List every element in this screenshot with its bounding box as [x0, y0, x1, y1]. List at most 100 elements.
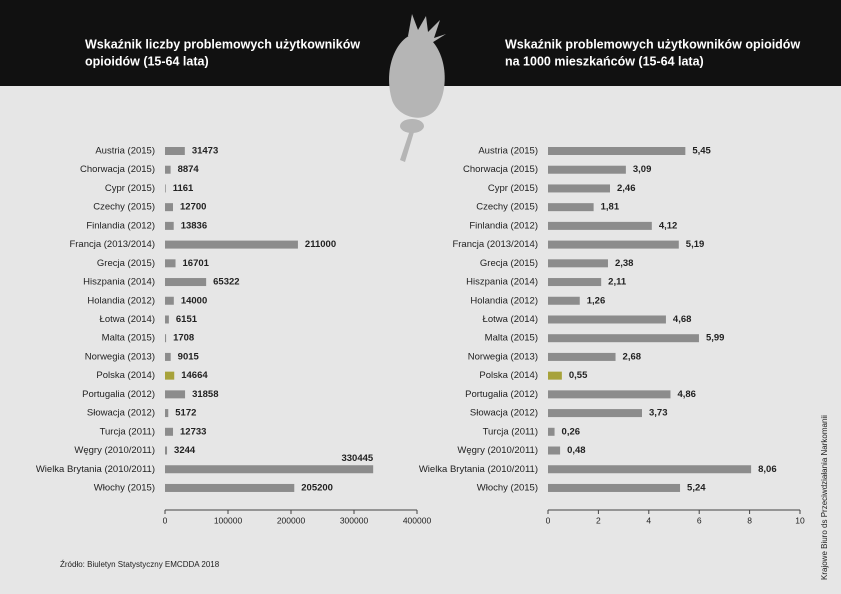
bar	[548, 278, 602, 287]
y-tick-label: Austria (2015)	[95, 146, 155, 157]
y-tick-label: Norwegia (2013)	[85, 351, 155, 362]
bar	[165, 259, 176, 268]
bar	[165, 352, 171, 361]
value-label: 12733	[180, 426, 206, 437]
value-label: 3244	[174, 445, 196, 456]
bar	[165, 315, 169, 324]
y-tick-label: Węgry (2010/2011)	[457, 445, 538, 456]
value-label: 14000	[181, 295, 207, 306]
bar	[548, 483, 681, 492]
bar	[165, 296, 174, 305]
value-label: 1,81	[601, 202, 620, 213]
value-label: 1,26	[587, 295, 606, 306]
value-label: 5172	[175, 408, 196, 419]
value-label: 31858	[192, 389, 218, 400]
value-label: 2,68	[623, 351, 642, 362]
y-tick-label: Francja (2013/2014)	[452, 239, 538, 250]
value-label: 2,38	[615, 258, 634, 269]
x-tick-label: 0	[546, 515, 551, 525]
value-label: 9015	[178, 351, 200, 362]
bar	[548, 371, 562, 380]
y-tick-label: Włochy (2015)	[477, 482, 538, 493]
value-label: 205200	[301, 482, 333, 493]
x-tick-label: 2	[596, 515, 601, 525]
bar	[165, 371, 175, 380]
value-label: 4,68	[673, 314, 692, 325]
value-label: 13836	[181, 220, 207, 231]
y-tick-label: Czechy (2015)	[93, 202, 155, 213]
y-tick-label: Holandia (2012)	[470, 295, 538, 306]
bar	[548, 315, 666, 324]
chart-title: Wskaźnik liczby problemowych użytkownikó…	[85, 37, 360, 51]
value-label: 6151	[176, 314, 198, 325]
bar	[165, 334, 167, 343]
value-label: 2,46	[617, 183, 636, 194]
bar	[548, 446, 561, 455]
y-tick-label: Słowacja (2012)	[87, 408, 155, 419]
bar	[548, 165, 626, 174]
y-tick-label: Grecja (2015)	[480, 258, 538, 269]
value-label: 4,12	[659, 220, 678, 231]
value-label: 3,73	[649, 408, 668, 419]
y-tick-label: Austria (2015)	[478, 146, 538, 157]
y-tick-label: Cypr (2015)	[488, 183, 538, 194]
y-tick-label: Norwegia (2013)	[468, 351, 538, 362]
bar	[548, 390, 671, 399]
bar	[165, 221, 174, 230]
y-tick-label: Holandia (2012)	[87, 295, 155, 306]
x-tick-label: 10	[795, 515, 805, 525]
value-label: 8,06	[758, 464, 777, 475]
y-tick-label: Turcja (2011)	[483, 426, 538, 437]
value-label: 2,11	[608, 277, 627, 288]
value-label: 8874	[178, 164, 200, 175]
bar	[165, 165, 171, 174]
y-tick-label: Hiszpania (2014)	[83, 277, 155, 288]
y-tick-label: Chorwacja (2015)	[463, 164, 538, 175]
bar	[165, 409, 169, 418]
x-tick-label: 6	[697, 515, 702, 525]
chart-title: na 1000 mieszkańców (15-64 lata)	[505, 54, 704, 68]
y-tick-label: Portugalia (2012)	[465, 389, 538, 400]
x-tick-label: 0	[163, 515, 168, 525]
bar	[548, 427, 555, 436]
value-label: 1708	[173, 333, 194, 344]
x-tick-label: 100000	[214, 515, 243, 525]
chart-title: opioidów (15-64 lata)	[85, 54, 209, 68]
value-label: 5,19	[686, 239, 705, 250]
y-tick-label: Finlandia (2012)	[469, 220, 538, 231]
bar	[548, 147, 686, 155]
y-tick-label: Cypr (2015)	[105, 183, 155, 194]
y-tick-label: Turcja (2011)	[100, 426, 155, 437]
bar	[165, 483, 295, 492]
y-tick-label: Polska (2014)	[479, 370, 538, 381]
y-tick-label: Wielka Brytania (2010/2011)	[419, 464, 538, 475]
value-label: 14664	[181, 370, 208, 381]
y-tick-label: Francja (2013/2014)	[69, 239, 155, 250]
y-tick-label: Węgry (2010/2011)	[74, 445, 155, 456]
value-label: 65322	[213, 277, 239, 288]
bar	[548, 296, 580, 305]
x-tick-label: 4	[646, 515, 651, 525]
bar	[165, 278, 207, 287]
bar	[548, 465, 752, 474]
bar	[165, 240, 298, 249]
y-tick-label: Włochy (2015)	[94, 482, 155, 493]
y-tick-label: Łotwa (2014)	[100, 314, 155, 325]
value-label: 5,99	[706, 333, 725, 344]
y-tick-label: Malta (2015)	[102, 333, 155, 344]
bar	[165, 427, 174, 436]
value-label: 5,45	[692, 146, 711, 157]
x-tick-label: 8	[747, 515, 752, 525]
bar	[165, 446, 168, 455]
chart-title: Wskaźnik problemowych użytkowników opioi…	[505, 37, 800, 51]
y-tick-label: Czechy (2015)	[476, 202, 538, 213]
value-label: 4,86	[677, 389, 696, 400]
x-tick-label: 400000	[403, 515, 432, 525]
value-label: 12700	[180, 202, 206, 213]
y-tick-label: Grecja (2015)	[97, 258, 155, 269]
bar	[165, 147, 185, 155]
bar	[165, 390, 186, 399]
bar	[165, 203, 174, 212]
y-tick-label: Hiszpania (2014)	[466, 277, 538, 288]
